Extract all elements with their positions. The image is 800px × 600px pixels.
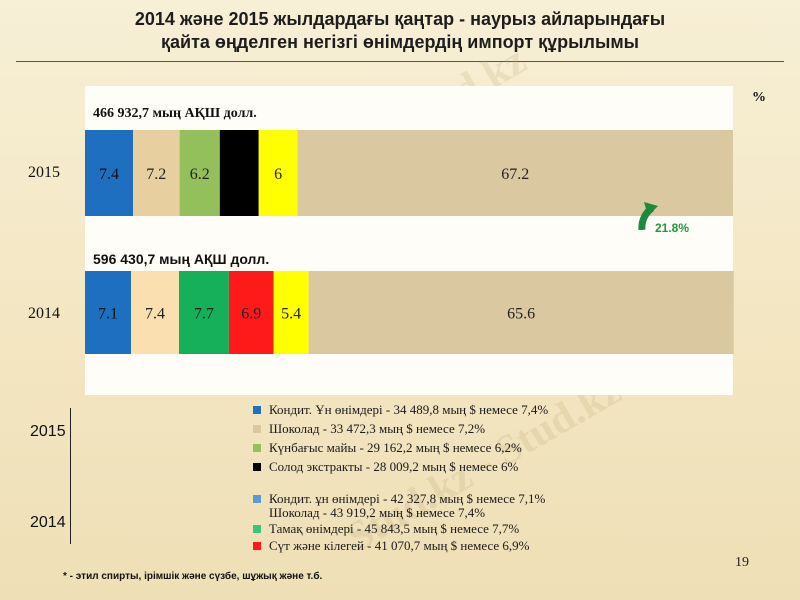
bar-year-2014: 2014 (28, 305, 60, 322)
bar-segment-2015-3 (179, 130, 220, 216)
bar-value-label: 65.6 (507, 306, 535, 323)
bar-segment-2015-5 (258, 130, 298, 216)
legend-item-2015-4: Солод экстракты - 28 009,2 мың $ немесе … (253, 459, 518, 475)
bar-value-label: 7.7 (194, 306, 214, 323)
legend-item-2014-2: Шоколад - 43 919,2 мың $ немесе 7,4% (269, 505, 486, 520)
legend-year-2014: 2014 (30, 514, 66, 531)
bar-segment-2015-1 (85, 130, 133, 216)
bar-value-label: 6.2 (190, 166, 210, 183)
legend-text: Солод экстракты - 28 009,2 мың $ немесе … (269, 459, 519, 474)
bar-segment-2014-2 (131, 271, 179, 354)
legend-swatch (253, 525, 261, 533)
bar-segment-2014-5 (273, 271, 309, 354)
growth-label: 21,8% (655, 221, 690, 232)
page-number: 19 (735, 555, 749, 570)
total-2015: 466 932,7 мың АҚШ долл. (93, 106, 257, 121)
growth-arrow-icon (628, 196, 678, 230)
page-title: 2014 және 2015 жылдардағы қаңтар - науры… (0, 8, 800, 54)
legend-swatch (253, 444, 261, 452)
legend-swatch (253, 463, 261, 471)
bar-value-label: 6 (274, 166, 282, 183)
bar-segment-2015-6 (297, 130, 733, 216)
bar-value-label: 6.9 (241, 306, 261, 323)
title-line-2: қайта өңделген негізгі өнімдердің импорт… (160, 32, 640, 52)
legend-item-2014-1: Кондит. ұн өнімдері - 42 327,8 мың $ нем… (253, 491, 545, 507)
legend-item-2015-3: Күнбағыс майы - 29 162,2 мың $ немесе 6,… (253, 440, 522, 456)
legend-text: Күнбағыс майы - 29 162,2 мың $ немесе 6,… (269, 440, 522, 455)
bar-year-2015: 2015 (28, 164, 60, 181)
legend-item-2014-4: Сүт және кілегей - 41 070,7 мың $ немесе… (253, 538, 529, 554)
legend-year-2015: 2015 (30, 423, 66, 440)
legend-text: Сүт және кілегей - 41 070,7 мың $ немесе… (269, 538, 530, 553)
bar-value-label: 7.2 (146, 166, 166, 183)
bar-segment-2014-3 (179, 271, 229, 354)
footnote: * - этил спирты, ірімшік және сүзбе, шұж… (63, 571, 323, 582)
unit-label: % (752, 90, 766, 105)
bar-segment-2014-6 (308, 271, 734, 354)
bar-value-label: 5.4 (281, 306, 301, 323)
legend-text: Шоколад - 33 472,3 мың $ немесе 7,2% (269, 421, 486, 436)
bar-segment-2015-4 (219, 130, 259, 216)
bar-segment-2014-4 (228, 271, 274, 354)
legend-divider (70, 408, 71, 544)
legend-item-2015-2: Шоколад - 33 472,3 мың $ немесе 7,2% (253, 421, 485, 437)
legend-item-2014-3: Тамақ өнімдері - 45 843,5 мың $ немесе 7… (253, 521, 519, 537)
bar-segment-2014-1 (85, 271, 131, 354)
bar-segment-2015-2 (133, 130, 180, 216)
legend-item-2015-1: Кондит. Ұн өнімдері - 34 489,8 мың $ нем… (253, 402, 548, 418)
legend-text: Кондит. ұн өнімдері - 42 327,8 мың $ нем… (269, 491, 546, 506)
bar-value-label: 7.4 (145, 306, 165, 323)
total-2014: 596 430,7 мың АҚШ долл. (93, 251, 270, 267)
title-underline (16, 61, 784, 62)
legend-text: Тамақ өнімдері - 45 843,5 мың $ немесе 7… (269, 521, 520, 536)
legend-swatch (253, 542, 261, 550)
legend-swatch (253, 406, 261, 414)
legend-text: Кондит. Ұн өнімдері - 34 489,8 мың $ нем… (269, 402, 549, 417)
bar-value-label: 7.4 (99, 166, 119, 183)
title-line-1: 2014 және 2015 жылдардағы қаңтар - науры… (134, 9, 666, 29)
bar-value-label: 7.1 (98, 306, 118, 323)
legend-swatch (253, 495, 261, 503)
legend-swatch (253, 425, 261, 433)
bar-value-label: 67.2 (501, 166, 529, 183)
